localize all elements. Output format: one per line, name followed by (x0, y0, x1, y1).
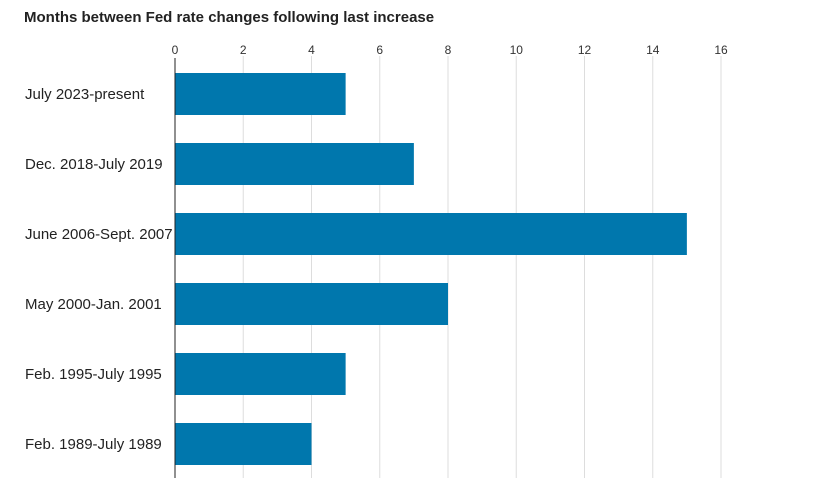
x-tick-label: 2 (240, 43, 247, 57)
x-tick-label: 14 (646, 43, 660, 57)
bar (175, 73, 346, 115)
bar (175, 213, 687, 255)
bar (175, 353, 346, 395)
category-label: Feb. 1989-July 1989 (25, 436, 162, 453)
bar (175, 283, 448, 325)
bars (175, 73, 687, 465)
x-tick-label: 12 (578, 43, 592, 57)
category-label: July 2023-present (25, 86, 145, 103)
category-labels: July 2023-present Dec. 2018-July 2019 June… (25, 86, 173, 453)
x-tick-label: 10 (510, 43, 524, 57)
category-label: Feb. 1995-July 1995 (25, 366, 162, 383)
x-tick-label: 0 (172, 43, 179, 57)
chart-title: Months between Fed rate changes followin… (24, 9, 435, 26)
x-tick-label: 8 (445, 43, 452, 57)
bar (175, 423, 312, 465)
bar (175, 143, 414, 185)
x-tick-label: 4 (308, 43, 315, 57)
category-label: June 2006-Sept. 2007 (25, 226, 173, 243)
grid-lines (242, 56, 722, 478)
x-tick-label: 16 (714, 43, 728, 57)
category-label: May 2000-Jan. 2001 (25, 296, 162, 313)
category-label: Dec. 2018-July 2019 (25, 156, 163, 173)
x-axis-ticks: 0 2 4 6 8 10 12 14 16 (172, 43, 728, 57)
x-tick-label: 6 (376, 43, 383, 57)
